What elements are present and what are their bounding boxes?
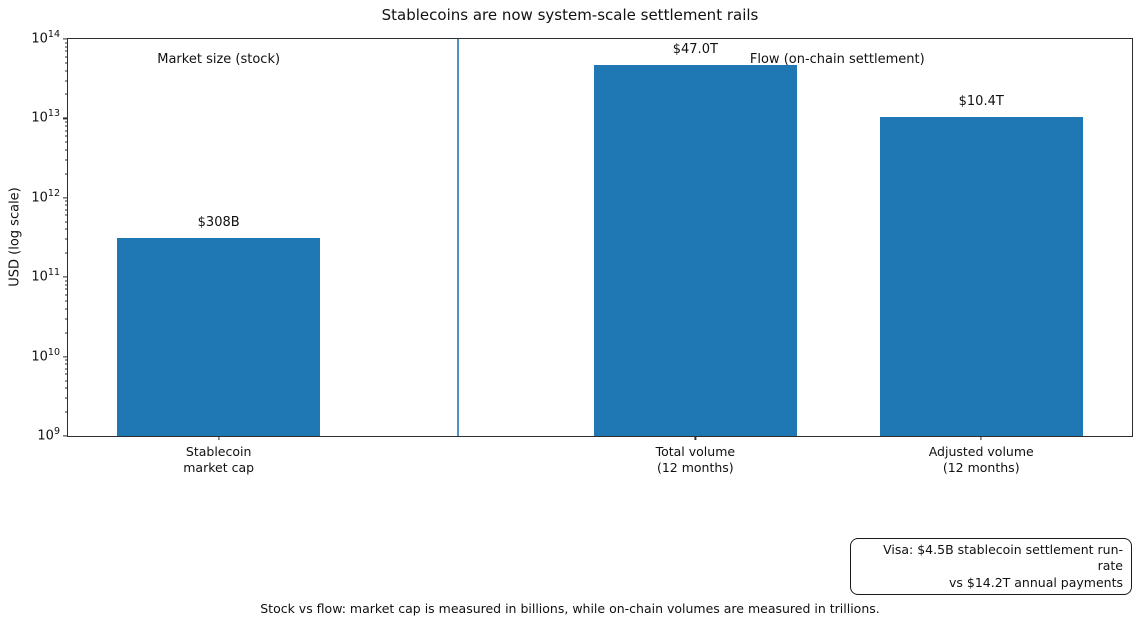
y-minor-tick — [65, 173, 68, 175]
y-minor-tick — [65, 387, 68, 389]
y-minor-tick — [65, 300, 68, 302]
y-axis-label: USD (log scale) — [7, 187, 23, 287]
y-tick-label: 1011 — [31, 267, 60, 285]
plot-area: 109 1010 1011 1012 1013 1014 $308B Stablecoin m… — [31, 30, 1133, 475]
y-tick-label: 1012 — [31, 187, 60, 206]
y-minor-tick — [65, 318, 68, 320]
y-minor-tick — [65, 308, 68, 310]
x-major-tick — [218, 436, 220, 440]
y-major-tick — [63, 276, 68, 278]
bar — [594, 65, 797, 436]
y-major-tick — [63, 117, 68, 119]
y-minor-tick — [65, 397, 68, 399]
y-major-tick — [63, 356, 68, 358]
bar — [879, 117, 1083, 436]
y-minor-tick — [65, 46, 68, 48]
y-minor-tick — [65, 359, 68, 361]
y-tick-label: 1010 — [31, 346, 60, 365]
y-minor-tick — [65, 50, 68, 52]
y-tick-label: 1014 — [31, 29, 60, 47]
y-minor-tick — [65, 130, 68, 132]
y-minor-tick — [65, 204, 68, 206]
y-minor-tick — [65, 209, 68, 211]
y-minor-tick — [65, 288, 68, 290]
x-tick-label: Total volume (12 months) — [655, 444, 736, 476]
y-minor-tick — [65, 280, 68, 282]
y-minor-tick — [65, 380, 68, 381]
y-minor-tick — [65, 62, 68, 64]
x-major-tick — [694, 436, 696, 440]
y-minor-tick — [65, 56, 68, 58]
figure-caption: Stock vs flow: market cap is measured in… — [260, 601, 880, 616]
bar-value-label: $308B — [197, 215, 240, 231]
y-minor-tick — [65, 228, 68, 230]
y-minor-tick — [65, 42, 68, 44]
annotation-flow-on-chain-settlement: Flow (on-chain settlement) — [749, 52, 925, 67]
y-minor-tick — [65, 363, 68, 365]
y-major-tick — [63, 197, 68, 199]
y-minor-tick — [65, 411, 68, 413]
y-major-tick — [63, 38, 68, 40]
y-minor-tick — [65, 200, 68, 202]
bar-value-label: $47.0T — [672, 42, 718, 58]
y-minor-tick — [65, 214, 68, 216]
y-minor-tick — [65, 252, 68, 254]
y-major-tick — [63, 435, 68, 437]
y-minor-tick — [65, 284, 68, 286]
y-tick-label: 1013 — [31, 108, 60, 126]
y-minor-tick — [65, 159, 68, 161]
y-minor-tick — [65, 294, 68, 296]
y-minor-tick — [65, 141, 68, 143]
visa-note-box: Visa: $4.5B stablecoin settlement run-ra… — [850, 538, 1132, 595]
y-minor-tick — [65, 332, 68, 334]
y-minor-tick — [65, 368, 68, 370]
y-minor-tick — [65, 238, 68, 240]
chart-title: Stablecoins are now system-scale settlem… — [381, 6, 759, 24]
y-minor-tick — [65, 149, 68, 151]
y-minor-tick — [65, 135, 68, 137]
annotation-market-size-stock: Market size (stock) — [157, 52, 281, 67]
y-tick-label: 109 — [37, 426, 60, 444]
y-minor-tick — [65, 93, 68, 95]
y-minor-tick — [65, 70, 68, 72]
x-major-tick — [980, 436, 982, 440]
bar-value-label: $10.4T — [958, 94, 1004, 110]
x-tick-label: Adjusted volume (12 months) — [928, 444, 1034, 476]
y-minor-tick — [65, 373, 68, 375]
x-tick-label: Stablecoin market cap — [183, 444, 255, 476]
section-divider-line — [457, 39, 459, 436]
y-minor-tick — [65, 121, 68, 123]
bar — [117, 238, 320, 436]
y-minor-tick — [65, 80, 68, 82]
y-minor-tick — [65, 221, 68, 223]
y-minor-tick — [65, 125, 68, 127]
